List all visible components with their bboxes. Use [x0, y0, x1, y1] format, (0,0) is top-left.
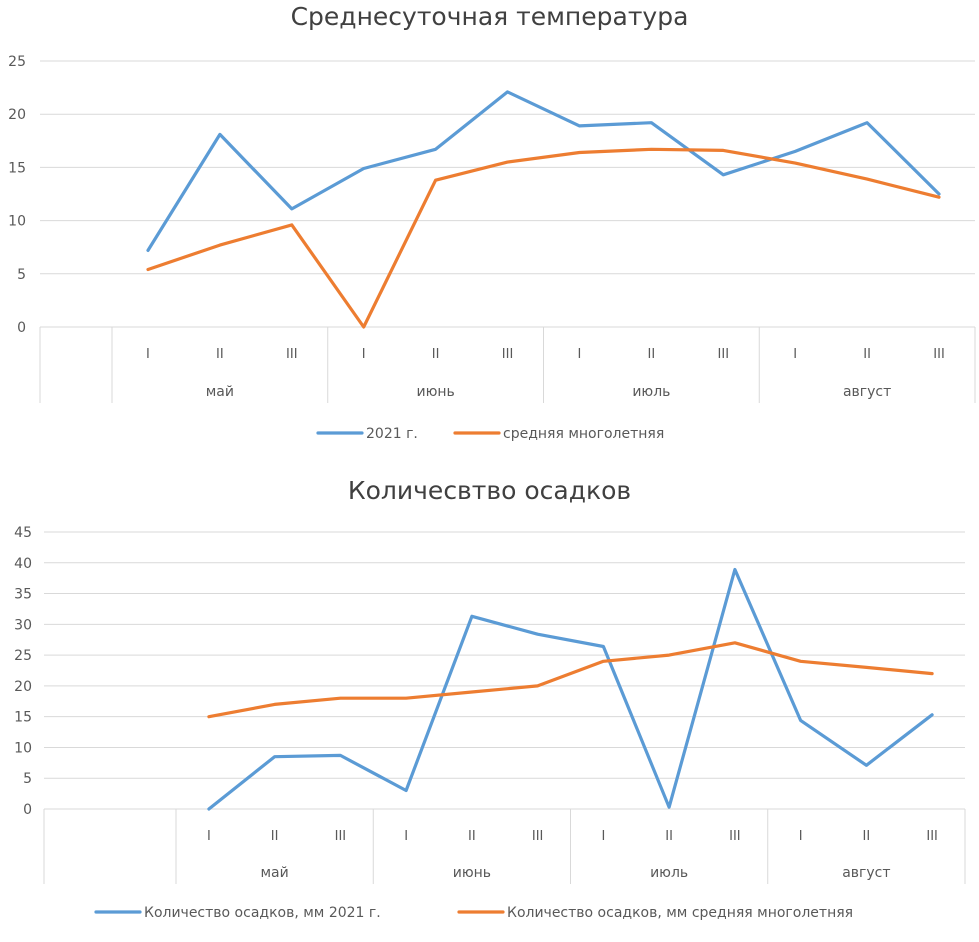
- series-line-1: [207, 567, 934, 811]
- x-tick-label: III: [718, 347, 730, 362]
- x-tick-label: I: [793, 347, 797, 362]
- legend-label: Количество осадков, мм средняя многолетн…: [507, 905, 853, 921]
- y-tick-label: 35: [14, 587, 32, 603]
- x-tick-label: II: [863, 347, 871, 362]
- x-tick-label: II: [648, 347, 656, 362]
- y-tick-label: 20: [8, 107, 26, 123]
- x-group-label: май: [206, 384, 234, 400]
- series-line-1: [146, 90, 941, 252]
- x-tick-label: II: [665, 829, 673, 844]
- y-tick-label: 0: [23, 802, 32, 818]
- x-tick-label: III: [335, 829, 347, 844]
- series-line-2: [207, 641, 934, 719]
- x-tick-label: I: [404, 829, 408, 844]
- y-tick-label: 5: [23, 771, 32, 787]
- x-tick-label: I: [207, 829, 211, 844]
- x-tick-label: I: [799, 829, 803, 844]
- x-tick-label: I: [601, 829, 605, 844]
- x-tick-label: II: [432, 347, 440, 362]
- chart-title: Количесвтво осадков: [347, 476, 632, 505]
- x-tick-label: II: [216, 347, 224, 362]
- y-tick-label: 5: [17, 267, 26, 283]
- x-tick-label: III: [729, 829, 741, 844]
- y-tick-label: 25: [8, 54, 26, 70]
- x-group-label: август: [842, 865, 890, 881]
- x-tick-label: I: [578, 347, 582, 362]
- y-tick-label: 15: [8, 160, 26, 176]
- y-tick-label: 20: [14, 679, 32, 695]
- x-group-label: июль: [632, 384, 670, 400]
- y-tick-label: 15: [14, 710, 32, 726]
- y-tick-label: 45: [14, 525, 32, 541]
- y-tick-label: 10: [14, 740, 32, 756]
- x-tick-label: III: [286, 347, 298, 362]
- x-tick-label: I: [362, 347, 366, 362]
- x-tick-label: III: [933, 347, 945, 362]
- temperature-chart: Среднесуточная температура 0 5 10 15 20 25 I II…: [0, 0, 979, 462]
- y-tick-label: 25: [14, 648, 32, 664]
- series-line-2: [146, 147, 941, 329]
- legend-label: 2021 г.: [366, 426, 418, 442]
- x-tick-label: III: [532, 829, 544, 844]
- x-group-label: июль: [650, 865, 688, 881]
- x-tick-label: III: [926, 829, 938, 844]
- y-tick-label: 0: [17, 320, 26, 336]
- x-tick-label: II: [468, 829, 476, 844]
- legend-label: Количество осадков, мм 2021 г.: [144, 905, 381, 921]
- x-group-label: июнь: [416, 384, 454, 400]
- x-tick-label: II: [271, 829, 279, 844]
- x-tick-label: III: [502, 347, 514, 362]
- y-tick-label: 40: [14, 556, 32, 572]
- legend-label: средняя многолетняя: [503, 426, 664, 442]
- y-tick-label: 30: [14, 617, 32, 633]
- x-group-label: август: [843, 384, 891, 400]
- chart-title: Среднесуточная температура: [290, 2, 689, 31]
- x-tick-label: II: [863, 829, 871, 844]
- x-tick-label: I: [146, 347, 150, 362]
- x-group-label: май: [261, 865, 289, 881]
- precipitation-chart: Количесвтво осадков 0 5 10 15 20 25 30 35 40 45 I I…: [0, 462, 979, 942]
- x-group-label: июнь: [453, 865, 491, 881]
- y-tick-label: 10: [8, 214, 26, 230]
